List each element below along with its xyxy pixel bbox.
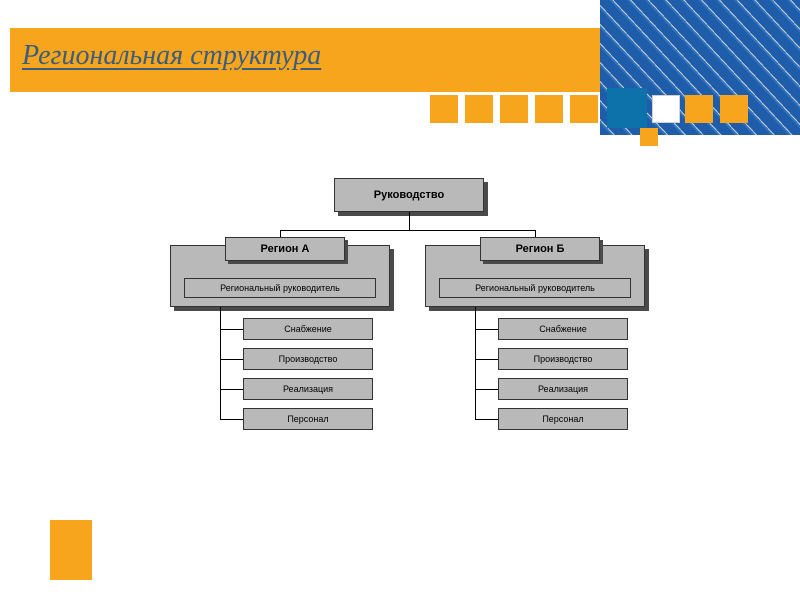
connector	[475, 389, 498, 390]
decor-square	[465, 95, 493, 123]
dept-box: Реализация	[498, 378, 628, 400]
connector	[475, 329, 498, 330]
connector	[220, 359, 243, 360]
connector	[220, 419, 243, 420]
dept-box: Реализация	[243, 378, 373, 400]
dept-box: Персонал	[498, 408, 628, 430]
decor-square	[652, 95, 680, 123]
dept-box: Снабжение	[243, 318, 373, 340]
decor-square	[570, 95, 598, 123]
dept-box: Снабжение	[498, 318, 628, 340]
connector	[220, 329, 243, 330]
connector	[409, 212, 410, 230]
slide-title: Региональная структура	[22, 40, 321, 72]
decor-square	[430, 95, 458, 123]
connector	[220, 307, 221, 419]
dept-box: Персонал	[243, 408, 373, 430]
region-manager: Региональный руководитель	[184, 278, 376, 298]
decor-square	[640, 128, 658, 146]
connector	[220, 389, 243, 390]
root-box: Руководство	[334, 178, 484, 212]
connector	[475, 307, 476, 419]
region-manager: Региональный руководитель	[439, 278, 631, 298]
decor-square	[500, 95, 528, 123]
dept-box: Производство	[243, 348, 373, 370]
connector	[475, 359, 498, 360]
region-title: Регион Б	[480, 237, 600, 261]
region-title: Регион А	[225, 237, 345, 261]
decor-square	[607, 88, 647, 128]
connector	[475, 419, 498, 420]
footer-square	[50, 520, 92, 580]
decor-square	[535, 95, 563, 123]
connector	[280, 230, 535, 231]
dept-box: Производство	[498, 348, 628, 370]
slide: Региональная структура Руководство Регион …	[0, 0, 800, 600]
decor-square	[685, 95, 713, 123]
decor-square	[720, 95, 748, 123]
